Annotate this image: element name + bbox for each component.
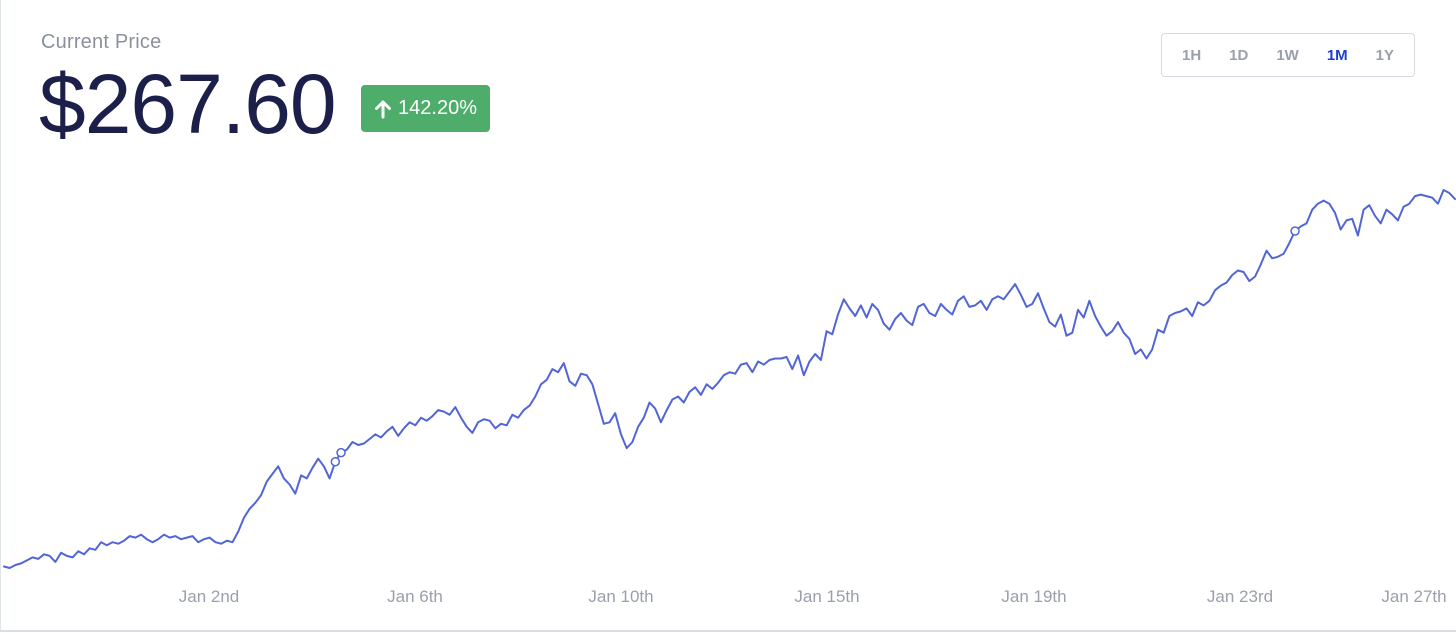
- x-axis-tick-label: Jan 23rd: [1207, 587, 1273, 606]
- range-1h-button[interactable]: 1H: [1176, 43, 1207, 68]
- x-axis-tick-label: Jan 27th: [1381, 587, 1446, 606]
- x-axis-tick-label: Jan 6th: [387, 587, 443, 606]
- range-1w-button[interactable]: 1W: [1270, 43, 1305, 68]
- price-change-percent: 142.20%: [398, 97, 477, 119]
- x-axis-tick-label: Jan 15th: [794, 587, 859, 606]
- price-change-badge: 142.20%: [361, 85, 490, 132]
- x-axis-tick-label: Jan 2nd: [179, 587, 240, 606]
- data-point-marker: [1290, 226, 1300, 236]
- time-range-selector: 1H 1D 1W 1M 1Y: [1161, 33, 1415, 77]
- x-axis-tick-label: Jan 10th: [588, 587, 653, 606]
- range-1d-button[interactable]: 1D: [1223, 43, 1254, 68]
- range-1m-button[interactable]: 1M: [1321, 43, 1354, 68]
- price-series-line: [3, 189, 1456, 569]
- range-1y-button[interactable]: 1Y: [1370, 43, 1400, 68]
- x-axis-tick-label: Jan 19th: [1001, 587, 1066, 606]
- current-price-value: $267.60: [39, 57, 337, 151]
- data-point-marker: [330, 456, 341, 467]
- arrow-up-icon: [374, 99, 392, 119]
- current-price-label: Current Price: [41, 31, 162, 53]
- data-point-marker: [336, 447, 346, 458]
